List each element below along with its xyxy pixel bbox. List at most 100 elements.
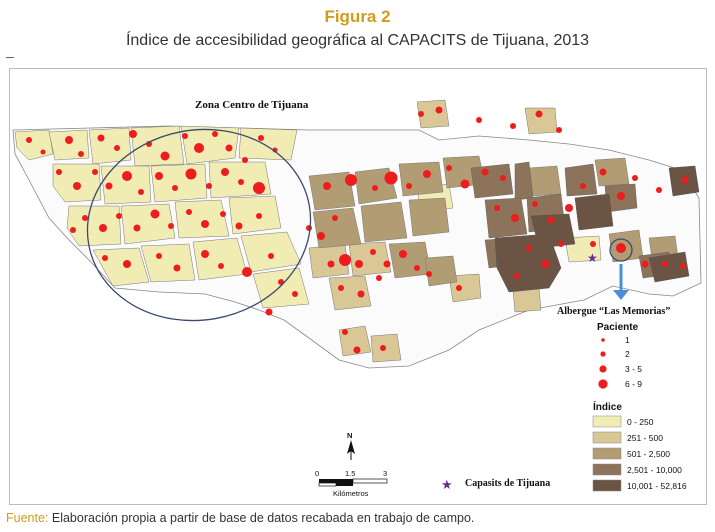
polygon-mid bbox=[308, 171, 356, 211]
patient-dot bbox=[426, 271, 432, 277]
patient-dot bbox=[105, 182, 113, 190]
patient-dot bbox=[332, 215, 338, 221]
polygon-light bbox=[130, 125, 185, 167]
patient-dot bbox=[185, 168, 197, 180]
legend-dot-icon bbox=[601, 338, 605, 342]
patient-dot bbox=[206, 183, 212, 189]
patient-dots bbox=[26, 106, 689, 354]
polygon-light bbox=[150, 163, 208, 203]
north-label: N bbox=[347, 431, 352, 440]
patient-dot bbox=[242, 157, 248, 163]
patient-dot bbox=[641, 260, 649, 268]
patient-dot bbox=[114, 145, 120, 151]
patient-dot bbox=[680, 263, 686, 269]
polygon-mid bbox=[424, 255, 458, 287]
polygon-light bbox=[88, 127, 132, 165]
polygon-high bbox=[564, 163, 598, 197]
legend-indice-title: Índice bbox=[593, 400, 622, 413]
legend-dot-icon bbox=[598, 379, 608, 389]
albergue-arrow-head bbox=[613, 290, 629, 300]
patient-dot bbox=[40, 149, 46, 155]
patient-dot bbox=[414, 265, 420, 271]
patient-dot bbox=[92, 169, 98, 175]
patient-dot bbox=[446, 165, 452, 171]
patient-dot bbox=[235, 222, 243, 230]
patient-dot bbox=[265, 308, 273, 316]
polygon-light bbox=[252, 267, 310, 309]
patient-dot bbox=[123, 260, 131, 268]
polygon-mid bbox=[398, 161, 444, 197]
legend-indice-item: 0 - 250 bbox=[627, 417, 654, 427]
polygon-highest bbox=[574, 193, 614, 231]
patient-dot bbox=[372, 185, 378, 191]
patient-dot bbox=[342, 329, 348, 335]
patient-dot bbox=[220, 211, 226, 217]
patient-dot bbox=[168, 223, 174, 229]
scale-bar bbox=[318, 478, 388, 487]
patient-dot bbox=[268, 253, 274, 259]
patient-dot bbox=[616, 243, 626, 253]
patient-dot bbox=[26, 137, 32, 143]
polygon-mid bbox=[594, 157, 630, 187]
patient-dot bbox=[102, 255, 108, 261]
polygon-highest bbox=[530, 213, 576, 249]
patient-dot bbox=[399, 250, 407, 258]
patient-dot bbox=[323, 182, 331, 190]
patient-dot bbox=[218, 263, 224, 269]
patient-dot bbox=[99, 224, 107, 232]
patient-dot bbox=[384, 171, 398, 185]
source-label: Fuente: bbox=[6, 511, 49, 525]
patient-dot bbox=[617, 192, 625, 200]
patient-dot bbox=[122, 171, 132, 181]
legend-indice-item: 2,501 - 10,000 bbox=[627, 465, 682, 475]
patient-dot bbox=[370, 249, 376, 255]
patient-dot bbox=[70, 227, 76, 233]
legend-indice-item: 501 - 2,500 bbox=[627, 449, 670, 459]
patient-dot bbox=[339, 254, 351, 266]
patient-dot bbox=[357, 290, 365, 298]
polygon-medium bbox=[512, 287, 542, 313]
scale-tick-label: 1.5 bbox=[345, 469, 355, 478]
legend-paciente-item: 1 bbox=[625, 335, 630, 345]
patient-dot bbox=[418, 111, 424, 117]
scale-tick-label: 3 bbox=[383, 469, 387, 478]
patient-dot bbox=[476, 117, 482, 123]
capasits-star-icon: ★ bbox=[587, 251, 598, 265]
polygon-mid bbox=[360, 201, 408, 243]
patient-dot bbox=[97, 134, 105, 142]
patient-dot bbox=[541, 260, 549, 268]
patient-dot bbox=[133, 224, 141, 232]
patient-dot bbox=[242, 267, 252, 277]
patient-dot bbox=[78, 151, 84, 157]
polygon-highest bbox=[648, 251, 690, 283]
patient-dot bbox=[580, 183, 586, 189]
patient-dot bbox=[532, 201, 538, 207]
polygon-high bbox=[484, 197, 528, 239]
patient-dot bbox=[456, 285, 462, 291]
albergue-label: Albergue “Las Memorias” bbox=[557, 306, 670, 317]
patient-dot bbox=[590, 241, 596, 247]
patient-dot bbox=[138, 189, 144, 195]
legend-indice-item: 251 - 500 bbox=[627, 433, 663, 443]
polygon-light bbox=[174, 199, 230, 239]
patient-dot bbox=[182, 133, 188, 139]
patient-dot bbox=[225, 144, 233, 152]
polygon-medium bbox=[328, 275, 372, 311]
polygon-light bbox=[240, 231, 302, 273]
patient-dot bbox=[662, 261, 668, 267]
polygon-light bbox=[120, 203, 176, 245]
patient-dot bbox=[556, 127, 562, 133]
albergue-circle bbox=[609, 238, 633, 262]
patient-dot bbox=[500, 175, 506, 181]
patient-dot bbox=[547, 216, 555, 224]
patient-dot bbox=[558, 241, 564, 247]
patient-dot bbox=[116, 213, 122, 219]
patient-dot bbox=[423, 170, 431, 178]
patient-dot bbox=[376, 275, 382, 281]
patient-dot bbox=[510, 123, 516, 129]
polygon-mid bbox=[388, 241, 432, 279]
patient-dot bbox=[481, 168, 489, 176]
patient-dot bbox=[292, 291, 298, 297]
scale-unit: Kilómetros bbox=[333, 489, 369, 498]
legend-swatch-4 bbox=[592, 463, 622, 476]
